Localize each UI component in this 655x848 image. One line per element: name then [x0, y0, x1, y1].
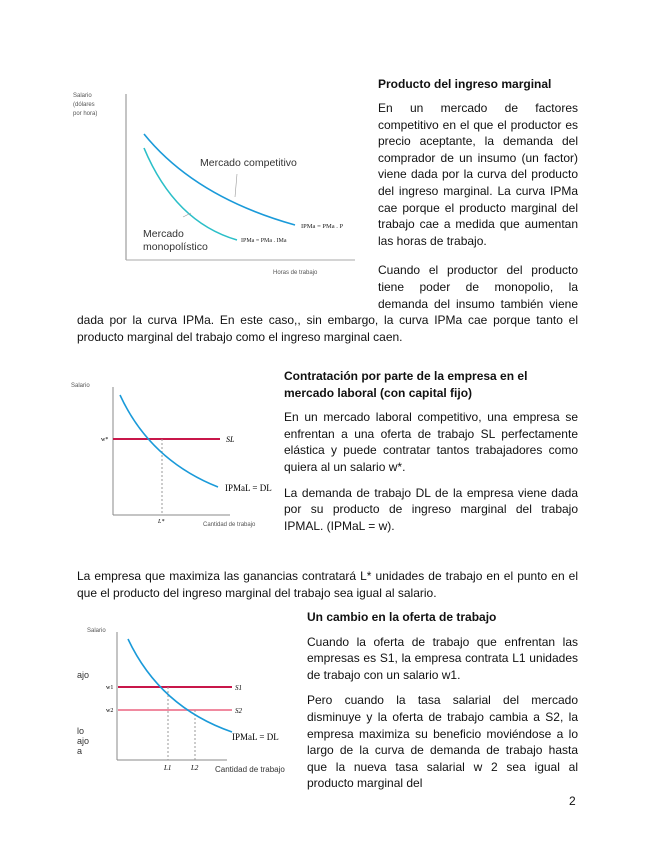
paragraph: La demanda de trabajo DL de la empresa v… [284, 485, 578, 533]
arrow [182, 212, 192, 218]
wage-label-1: w1 [106, 685, 113, 691]
x-label: Horas de trabajo [273, 270, 318, 276]
wage-label-2: w2 [106, 708, 113, 714]
section-title: Producto del ingreso marginal [378, 77, 552, 91]
demand-curve [119, 394, 219, 488]
paragraph: Cuando el productor del producto tiene p… [77, 263, 578, 344]
label-comp-curve: IPMa = PMa . P [301, 223, 344, 230]
x-label: Cantidad de trabajo [215, 765, 285, 774]
supply-label: SL [226, 435, 235, 444]
wage-label: w* [101, 437, 108, 443]
x-label: Cantidad de trabajo [203, 522, 256, 528]
label-competitive: Mercado competitivo [200, 157, 297, 169]
demand-label: IPMaL = DL [225, 483, 272, 493]
demand-curve [127, 638, 233, 733]
paragraph: En un mercado laboral competitivo, una e… [284, 410, 578, 474]
y-label: (dólares [73, 102, 95, 108]
monopolistic-curve [143, 147, 238, 241]
section-title: Un cambio en la oferta de trabajo [307, 610, 497, 624]
figure-labor-supply-shift: Salario ajo lo ajo a w1 w2 S1 S2 IPMaL =… [77, 628, 285, 774]
figure-labor-hiring: Salario w* SL IPMaL = DL L* Cantidad de … [71, 383, 272, 528]
paragraph: Pero cuando la tasa salarial del mercado… [307, 693, 578, 791]
supply-label-1: S1 [235, 684, 242, 692]
page-number: 2 [569, 794, 576, 808]
paragraph: La empresa que maximiza las ganancias co… [77, 569, 578, 600]
competitive-curve [143, 133, 296, 226]
paragraph: Cuando la oferta de trabajo que enfrenta… [307, 634, 578, 682]
demand-label: IPMaL = DL [232, 732, 279, 742]
supply-label-2: S2 [235, 707, 243, 715]
y-label: por hora) [73, 111, 97, 117]
quantity-label-2: L2 [190, 764, 199, 772]
paragraph: En un mercado de factores competitivo en… [378, 101, 578, 248]
quantity-label: L* [157, 519, 164, 525]
section-title: Contratación por parte de la empresa en … [284, 369, 528, 400]
y-label: Salario [87, 628, 106, 634]
quantity-label-1: L1 [163, 764, 171, 772]
text-fragment: ajo [77, 670, 89, 680]
text-fragment: lo [77, 726, 84, 736]
text-fragment: ajo [77, 736, 89, 746]
label-monopolistic: Mercado [143, 228, 184, 240]
label-mono-curve: IPMa = PMa . IMa [241, 238, 287, 244]
y-label: Salario [73, 93, 92, 99]
text-fragment: a [77, 746, 82, 756]
figure-ipma-markets: Salario (dólares por hora) Mercado compe… [73, 93, 355, 276]
label-monopolistic: monopolístico [143, 241, 208, 253]
arrow [234, 173, 238, 198]
y-label: Salario [71, 383, 90, 389]
